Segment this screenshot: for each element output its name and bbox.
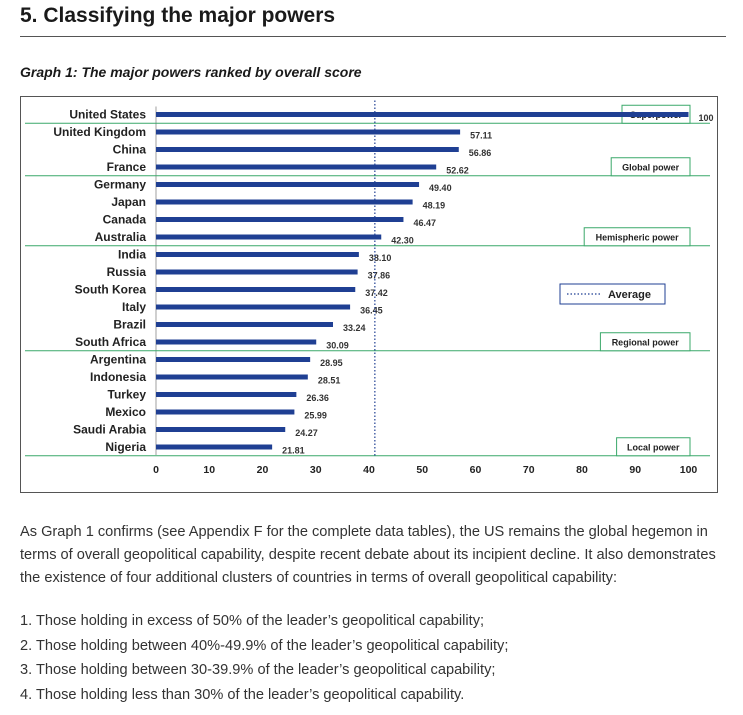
bar xyxy=(156,182,420,187)
value-label: 28.95 xyxy=(320,358,343,368)
bar xyxy=(156,252,359,257)
value-label: 100 xyxy=(699,113,714,123)
bar xyxy=(156,129,461,135)
value-label: 24.27 xyxy=(295,428,318,438)
list-item: 2. Those holding between 40%-49.9% of th… xyxy=(20,637,509,654)
cluster-list: 1. Those holding in excess of 50% of the… xyxy=(20,609,732,707)
category-label: India xyxy=(118,248,146,262)
body-paragraph: As Graph 1 confirms (see Appendix F for … xyxy=(20,524,716,586)
bar xyxy=(156,287,356,292)
bar xyxy=(156,322,334,327)
category-label: United Kingdom xyxy=(53,125,146,139)
cluster-label: Local power xyxy=(627,442,680,452)
value-label: 57.11 xyxy=(470,131,492,141)
category-label: Turkey xyxy=(108,388,147,402)
cluster-label-box xyxy=(610,157,691,177)
value-label: 21.81 xyxy=(282,446,305,456)
bar xyxy=(156,304,351,310)
x-tick-label: 70 xyxy=(523,464,535,476)
category-label: Nigeria xyxy=(105,440,146,454)
bar xyxy=(156,339,317,345)
bar xyxy=(156,357,311,362)
list-item: 3. Those holding between 30-39.9% of the… xyxy=(20,662,496,678)
x-tick-label: 80 xyxy=(576,464,588,476)
x-tick-label: 30 xyxy=(310,464,322,476)
cluster-label-box xyxy=(599,332,691,352)
category-label: Saudi Arabia xyxy=(73,423,146,437)
value-label: 26.36 xyxy=(306,393,329,403)
category-label: South Korea xyxy=(75,283,147,297)
x-tick-label: 100 xyxy=(680,464,698,476)
value-label: 42.30 xyxy=(391,236,414,246)
category-label: Brazil xyxy=(113,318,146,332)
value-label: 49.40 xyxy=(429,183,452,193)
legend-label: Average xyxy=(608,289,651,301)
category-label: Italy xyxy=(122,300,146,314)
value-label: 36.45 xyxy=(360,306,383,316)
value-label: 25.99 xyxy=(304,411,327,421)
bar xyxy=(156,217,404,222)
category-label: France xyxy=(107,160,147,174)
category-label: United States xyxy=(69,108,146,122)
chart-frame xyxy=(20,96,718,493)
cluster-label: Global power xyxy=(622,162,680,172)
bar xyxy=(156,147,459,152)
cluster-label-box xyxy=(616,437,691,457)
bar xyxy=(156,199,413,205)
bar xyxy=(156,444,273,450)
category-label: China xyxy=(113,143,147,157)
graph-title: Graph 1: The major powers ranked by over… xyxy=(20,64,362,80)
value-label: 56.86 xyxy=(469,148,492,158)
value-label: 48.19 xyxy=(423,201,446,211)
bar xyxy=(156,427,286,432)
category-label: Indonesia xyxy=(90,370,146,384)
bar xyxy=(156,409,295,415)
x-tick-label: 60 xyxy=(470,464,482,476)
x-tick-label: 20 xyxy=(257,464,269,476)
cluster-label: Regional power xyxy=(612,337,680,347)
value-label: 52.62 xyxy=(446,166,469,176)
value-label: 38.10 xyxy=(369,253,392,263)
value-label: 46.47 xyxy=(413,218,436,228)
value-label: 28.51 xyxy=(318,376,341,386)
category-label: Germany xyxy=(94,178,146,192)
x-tick-label: 10 xyxy=(203,464,215,476)
value-label: 37.86 xyxy=(368,271,391,281)
cluster-label: Hemispheric power xyxy=(596,232,680,242)
list-item: 4. Those holding less than 30% of the le… xyxy=(20,686,465,703)
category-label: Japan xyxy=(111,195,146,209)
category-label: Russia xyxy=(107,265,147,279)
bar xyxy=(156,269,358,275)
bar xyxy=(156,164,437,170)
value-label: 37.42 xyxy=(365,288,388,298)
category-label: Canada xyxy=(103,213,147,227)
value-label: 30.09 xyxy=(326,341,349,351)
category-label: Mexico xyxy=(105,405,146,419)
x-tick-label: 40 xyxy=(363,464,375,476)
bar xyxy=(156,374,308,380)
bar xyxy=(156,234,382,240)
category-label: Australia xyxy=(95,230,147,244)
list-item: 1. Those holding in excess of 50% of the… xyxy=(20,613,485,629)
bar xyxy=(156,112,689,117)
x-tick-label: 90 xyxy=(629,464,641,476)
bar xyxy=(156,392,297,397)
x-tick-label: 0 xyxy=(153,464,159,476)
heading-divider xyxy=(20,36,726,37)
x-tick-label: 50 xyxy=(416,464,428,476)
category-label: South Africa xyxy=(75,335,146,349)
category-label: Argentina xyxy=(90,353,146,367)
section-heading: 5. Classifying the major powers xyxy=(20,4,336,27)
cluster-label-box xyxy=(583,227,691,247)
legend-box xyxy=(559,283,666,305)
value-label: 33.24 xyxy=(343,323,366,333)
